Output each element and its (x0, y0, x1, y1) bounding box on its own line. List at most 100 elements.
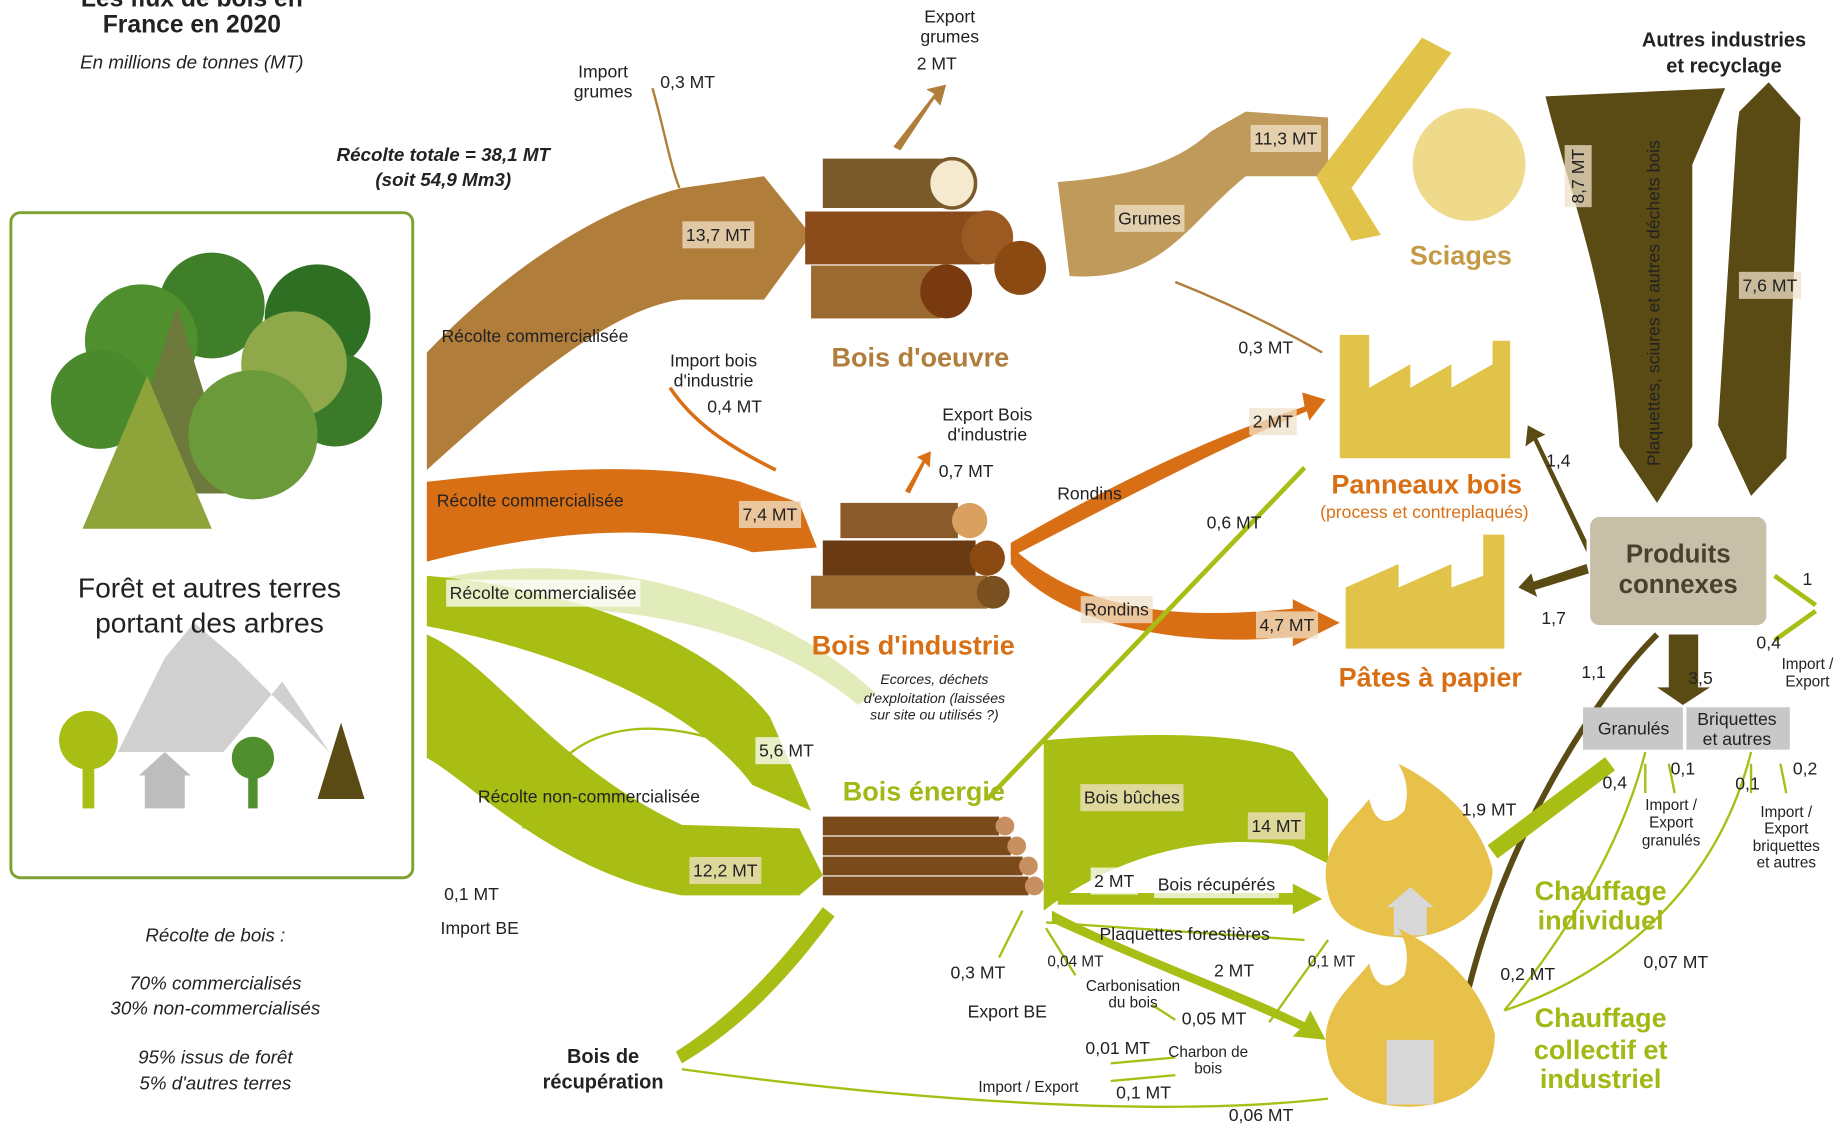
flow (426, 634, 823, 896)
flow (1518, 564, 1589, 597)
shape (50, 350, 150, 449)
grumes-label: Grumes (1118, 208, 1181, 228)
saw-icon (1316, 37, 1526, 241)
label-box (738, 500, 802, 529)
title: Pâtes à papier (1339, 662, 1523, 692)
shape (1019, 856, 1038, 876)
notes: Récolte de bois : (145, 924, 285, 945)
label-box (1247, 812, 1306, 840)
grumes-value: 11,3 MT (1254, 128, 1318, 148)
logs-energie (822, 816, 1044, 896)
notes: 70% commercialisés (129, 973, 301, 994)
flow (1325, 928, 1495, 1107)
nc-value: 12,2 MT (693, 861, 758, 881)
shape (1316, 176, 1381, 241)
shape (1686, 707, 1790, 750)
flow (1503, 751, 1647, 1012)
shape (822, 876, 1029, 896)
flow (1051, 910, 1326, 1040)
shape (976, 575, 1010, 609)
flow (1057, 883, 1323, 915)
title: Panneaux bois (1331, 470, 1522, 500)
label-box (1090, 867, 1139, 895)
shape (1412, 108, 1526, 221)
shape (926, 156, 978, 210)
import-label: Import BE (441, 918, 519, 938)
notes: 5% d'autres terres (139, 1072, 291, 1093)
to-collectif: 1,1 (1581, 662, 1605, 682)
shape (1345, 534, 1505, 649)
collectif: Chauffage (1535, 1003, 1667, 1033)
paper-factory (1345, 534, 1505, 649)
flow (426, 575, 812, 811)
shape (59, 710, 118, 770)
rondins-paper: Rondins (1084, 600, 1149, 620)
granules: Granulés (1598, 718, 1670, 738)
shape (822, 540, 976, 576)
export-value: 0,3 MT (950, 963, 1005, 983)
flow (1325, 763, 1493, 938)
shape (995, 816, 1015, 836)
b-import: 0,1 (1735, 774, 1759, 794)
flow (893, 84, 947, 151)
b-label: et autres (1757, 855, 1817, 872)
total: (soit 54,9 Mm3) (375, 169, 511, 190)
shape (1339, 334, 1511, 459)
shape (138, 752, 191, 776)
g-import: 0,4 (1603, 772, 1628, 792)
shape (1316, 37, 1452, 188)
shape (144, 775, 185, 809)
flow (675, 907, 835, 1064)
flow (1644, 763, 1788, 794)
b-label: briquettes (1753, 838, 1820, 855)
label-box (1255, 611, 1319, 639)
buches-value: 14 MT (1251, 816, 1301, 836)
shape (969, 540, 1005, 576)
flow (1525, 425, 1587, 553)
export-value: 2 MT (917, 53, 957, 73)
shape (231, 736, 275, 780)
title: Produits (1626, 541, 1731, 569)
subtitle: (process et contreplaqués) (1320, 502, 1528, 522)
import-label: d'industrie (674, 371, 754, 391)
label-box (1114, 204, 1185, 232)
title: France en 2020 (103, 11, 281, 38)
label-box (1080, 596, 1153, 624)
paper-value: 4,7 MT (1260, 615, 1315, 635)
title: Les flux de bois en (81, 0, 303, 13)
export-label: Export BE (968, 1002, 1047, 1022)
shape (811, 265, 941, 319)
shape (317, 722, 365, 799)
plaquettes-label: Plaquettes forestières (1100, 924, 1271, 944)
collectif: industriel (1540, 1064, 1662, 1094)
in-value: 8,7 MT (1568, 149, 1588, 204)
export-label: Export Bois (942, 405, 1032, 425)
label-box (689, 856, 762, 885)
plaquettes-value: 2 MT (1214, 960, 1254, 980)
subtitle: En millions de tonnes (MT) (80, 51, 303, 72)
to-panels: 0,6 MT (1207, 513, 1262, 533)
collectif: collectif et (1534, 1035, 1668, 1065)
recup-value: 2 MT (1094, 871, 1134, 891)
shape (1386, 887, 1434, 908)
shape (994, 240, 1047, 295)
shape (1393, 907, 1427, 936)
export-label: d'industrie (947, 425, 1027, 445)
notes: 95% issus de forêt (138, 1047, 293, 1068)
flow (426, 176, 812, 470)
title: connexes (1619, 571, 1738, 599)
bo-value: 13,7 MT (686, 225, 751, 245)
to-panels: 1,4 (1546, 450, 1571, 470)
to-panels: 0,3 MT (1238, 338, 1293, 358)
label-box (1249, 408, 1297, 436)
shape (805, 211, 982, 265)
band-label: Plaquettes, sciures et autres déchets bo… (1643, 140, 1663, 466)
residues: d'exploitation (laissées (864, 690, 1005, 706)
shape (1590, 517, 1767, 626)
recup-label: Bois récupérés (1158, 875, 1276, 895)
to-paper: 1,7 (1541, 608, 1565, 628)
title: et recyclage (1666, 55, 1781, 77)
title: Autres industries (1642, 29, 1806, 51)
label-box (682, 221, 755, 249)
